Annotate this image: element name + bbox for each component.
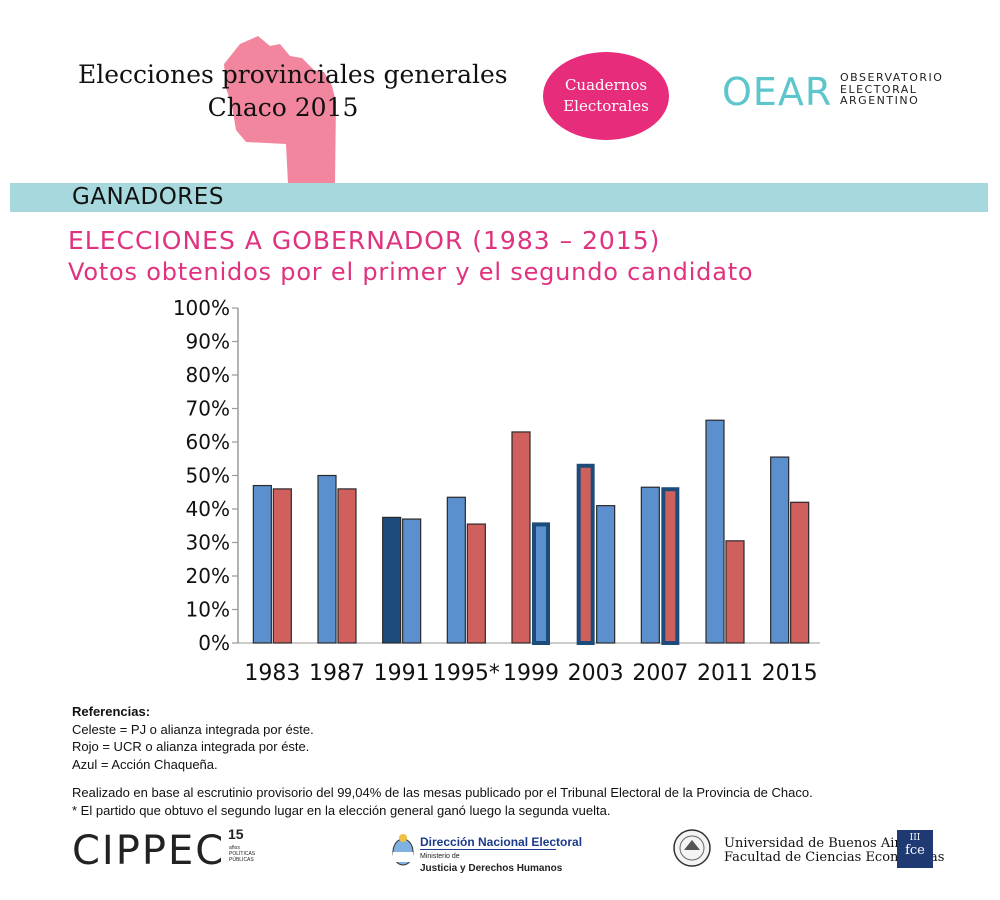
bar-first-candidate bbox=[705, 419, 725, 644]
bar-first-candidate bbox=[382, 516, 402, 644]
uba-logo-text: Universidad de Buenos Aires Facultad de … bbox=[724, 837, 944, 865]
oear-subtitle: OBSERVATORIO ELECTORAL ARGENTINO bbox=[840, 72, 943, 107]
references: Referencias: Celeste = PJ o alianza inte… bbox=[72, 703, 314, 773]
reference-pj: Celeste = PJ o alianza integrada por ést… bbox=[72, 721, 314, 737]
cippec-sub-line1: POLÍTICAS bbox=[229, 851, 256, 857]
y-tick-label: 40% bbox=[186, 497, 230, 521]
bar-second-candidate bbox=[402, 518, 422, 644]
y-tick-label: 30% bbox=[186, 531, 230, 555]
bar-first-candidate bbox=[446, 496, 466, 644]
oear-sub-line3: ARGENTINO bbox=[840, 94, 920, 107]
bar-second-candidate bbox=[661, 487, 680, 645]
governor-votes-chart: 0% 10% 20% 30% 40% 50% 60% 70% 80% 90% 100% 1983 198… bbox=[173, 296, 820, 686]
y-tick-label: 70% bbox=[186, 397, 230, 421]
notes: Realizado en base al escrutinio provisor… bbox=[72, 784, 813, 819]
note-source: Realizado en base al escrutinio provisor… bbox=[72, 785, 813, 800]
bar-first-candidate bbox=[770, 456, 790, 644]
dne-ministry-name: Justicia y Derechos Humanos bbox=[420, 863, 563, 874]
x-tick-label: 1991 bbox=[374, 661, 430, 686]
y-tick-label: 10% bbox=[186, 598, 230, 622]
fce-logo-text: fce bbox=[905, 843, 925, 858]
uba-seal-icon bbox=[673, 829, 711, 867]
bar-first-candidate bbox=[640, 486, 660, 644]
bar-second-candidate bbox=[790, 501, 810, 644]
badge-line1: Cuadernos bbox=[564, 76, 648, 94]
y-tick-label: 50% bbox=[186, 464, 230, 488]
reference-ac: Azul = Acción Chaqueña. bbox=[72, 756, 218, 772]
chart-heading: ELECCIONES A GOBERNADOR (1983 – 2015) bbox=[68, 226, 661, 255]
page-title-line2: Chaco 2015 bbox=[207, 93, 359, 122]
chaco-map-shape bbox=[224, 36, 336, 184]
y-tick-label: 0% bbox=[198, 631, 230, 655]
y-tick-label: 100% bbox=[173, 296, 230, 320]
cippec-years-number: 15 bbox=[228, 826, 244, 842]
y-tick-label: 20% bbox=[186, 564, 230, 588]
x-tick-label: 2011 bbox=[697, 661, 753, 686]
page-title-line1: Elecciones provinciales generales bbox=[78, 60, 508, 89]
oear-sub-line1: OBSERVATORIO bbox=[840, 71, 944, 84]
cippec-years-word: años bbox=[229, 845, 240, 851]
x-tick-label: 1999 bbox=[503, 661, 559, 686]
bar-first-candidate bbox=[317, 474, 337, 644]
uba-line2: Facultad de Ciencias Económicas bbox=[724, 850, 945, 865]
bar-second-candidate bbox=[532, 522, 550, 645]
x-tick-label: 2015 bbox=[762, 661, 818, 686]
dne-title: Dirección Nacional Electoral bbox=[420, 835, 583, 849]
dne-ministry: Ministerio de bbox=[420, 853, 460, 860]
y-tick-label: 90% bbox=[186, 330, 230, 354]
uba-line1: Universidad de Buenos Aires bbox=[724, 836, 915, 851]
x-tick-label: 1987 bbox=[309, 661, 365, 686]
badge-line2: Electorales bbox=[563, 97, 649, 115]
oear-logo: OEAR bbox=[722, 70, 833, 114]
bar-first-candidate bbox=[576, 463, 595, 645]
bar-first-candidate bbox=[511, 431, 531, 644]
y-tick-label: 80% bbox=[186, 363, 230, 387]
reference-ucr: Rojo = UCR o alianza integrada por éste. bbox=[72, 739, 310, 754]
cippec-years-caption: años POLÍTICAS PÚBLICAS bbox=[229, 845, 255, 863]
bar-first-candidate bbox=[252, 484, 272, 644]
section-band bbox=[10, 183, 988, 212]
x-tick-label: 1983 bbox=[244, 661, 300, 686]
bar-second-candidate bbox=[466, 523, 486, 644]
bar-second-candidate bbox=[596, 505, 616, 644]
dne-logo: Dirección Nacional Electoral Ministerio … bbox=[420, 836, 582, 875]
cuadernos-badge: Cuadernos Electorales bbox=[543, 52, 669, 140]
cippec-logo: CIPPEC bbox=[72, 828, 226, 874]
bar-second-candidate bbox=[272, 488, 292, 644]
x-tick-label: 2007 bbox=[632, 661, 688, 686]
cippec-sub-line2: PÚBLICAS bbox=[229, 857, 254, 863]
references-title: Referencias: bbox=[72, 704, 151, 719]
fce-logo: III fce bbox=[897, 830, 933, 868]
note-runoff: * El partido que obtuvo el segundo lugar… bbox=[72, 802, 611, 818]
section-band-label: GANADORES bbox=[72, 184, 224, 210]
x-tick-label: 2003 bbox=[568, 661, 624, 686]
argentina-shield-icon bbox=[392, 834, 414, 866]
chart-subheading: Votos obtenidos por el primer y el segun… bbox=[68, 258, 754, 286]
bar-second-candidate bbox=[337, 488, 357, 644]
y-tick-label: 60% bbox=[186, 430, 230, 454]
oear-sub-line2: ELECTORAL bbox=[840, 82, 918, 96]
x-tick-label: 1995* bbox=[433, 661, 500, 686]
bar-second-candidate bbox=[725, 540, 745, 644]
